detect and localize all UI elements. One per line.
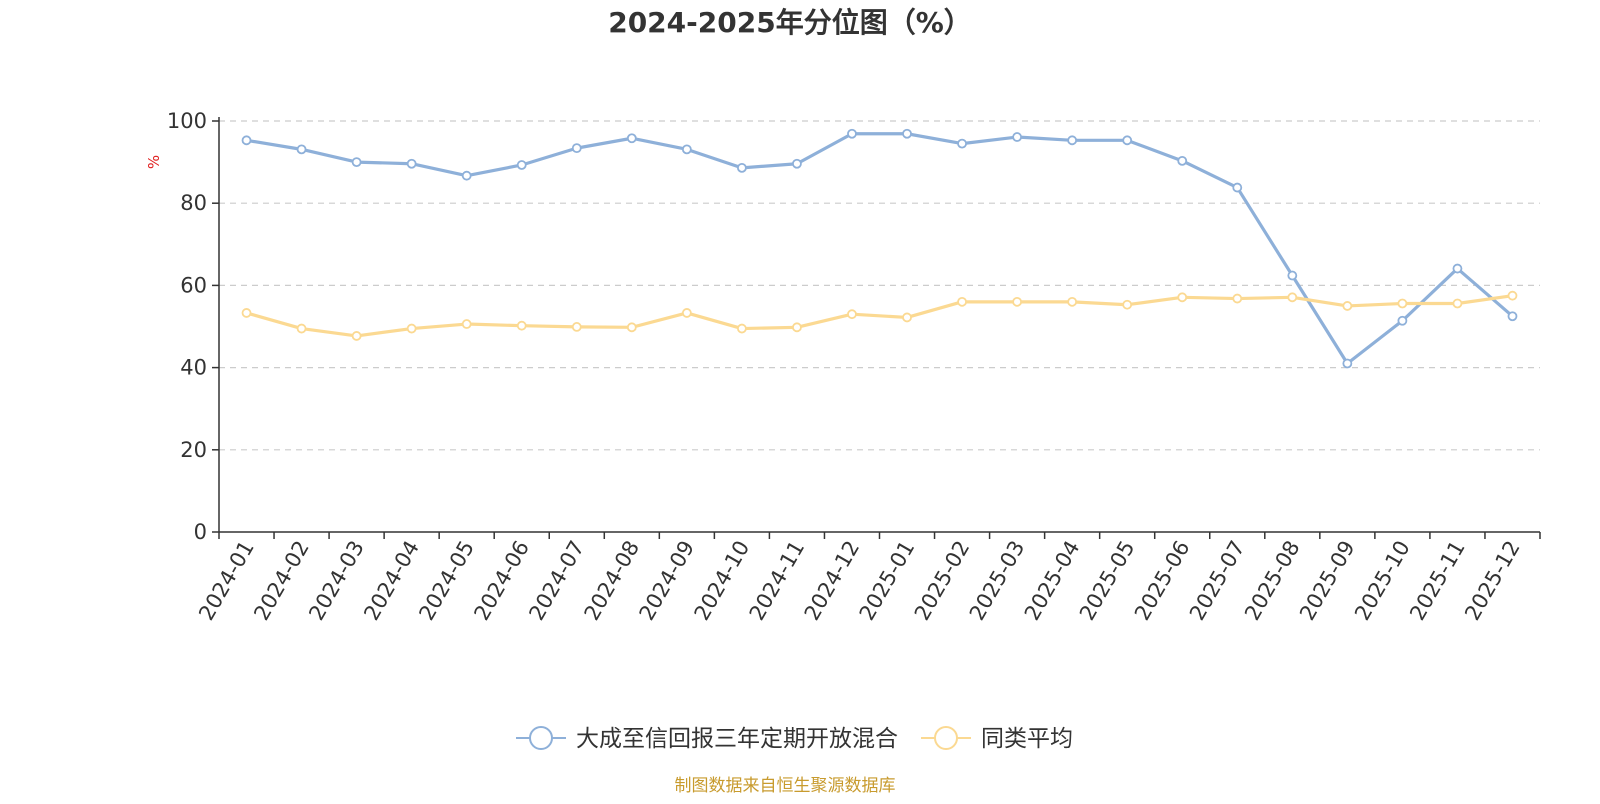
data-point[interactable] [296, 144, 307, 155]
y-tick-label: 40 [180, 356, 207, 380]
data-point[interactable] [681, 308, 692, 318]
data-point[interactable] [351, 331, 362, 341]
legend-item-1[interactable]: 大成至信回报三年定期开放混合 [516, 726, 898, 752]
data-point[interactable] [516, 160, 527, 170]
data-point[interactable] [351, 157, 362, 168]
data-point[interactable] [792, 158, 802, 169]
legend-marker-icon [529, 726, 553, 750]
series-1 [241, 128, 1518, 369]
legend-marker-icon [934, 726, 958, 750]
data-point[interactable] [1232, 293, 1243, 304]
data-point[interactable] [626, 133, 637, 144]
y-tick-label: 20 [180, 438, 207, 462]
y-tick-label: 0 [194, 520, 207, 544]
data-point[interactable] [1397, 298, 1408, 309]
data-point[interactable] [847, 309, 857, 320]
data-point[interactable] [1507, 311, 1518, 322]
data-point[interactable] [736, 162, 747, 173]
legend-label: 同类平均 [981, 726, 1073, 752]
legend-label: 大成至信回报三年定期开放混合 [576, 726, 898, 752]
data-point[interactable] [1452, 263, 1463, 274]
data-point[interactable] [902, 128, 912, 139]
data-point[interactable] [736, 323, 747, 334]
series-line [246, 132, 1514, 366]
legend: 大成至信回报三年定期开放混合 同类平均 [516, 726, 1073, 752]
data-point[interactable] [516, 320, 527, 331]
data-point[interactable] [571, 143, 582, 154]
data-point[interactable] [1287, 270, 1298, 281]
data-point[interactable] [902, 312, 912, 323]
y-tick-label: 80 [180, 191, 207, 215]
y-tick-label: 100 [167, 109, 207, 133]
grid-lines [219, 120, 1540, 451]
y-tick-label: 60 [180, 273, 207, 297]
data-point[interactable] [1342, 301, 1353, 311]
data-point[interactable] [957, 296, 967, 307]
axes: 0204060801002024-012024-022024-032024-04… [167, 109, 1541, 625]
data-point[interactable] [1012, 132, 1023, 142]
data-point[interactable] [1012, 296, 1023, 307]
data-point[interactable] [1067, 296, 1078, 307]
series-group [241, 128, 1518, 369]
data-point[interactable] [792, 322, 802, 333]
data-point[interactable] [1122, 299, 1133, 310]
data-source-note: 制图数据来自恒生聚源数据库 [675, 776, 896, 796]
series-2 [241, 290, 1518, 341]
data-point[interactable] [296, 323, 307, 334]
series-line [246, 294, 1513, 338]
data-point[interactable] [1232, 182, 1243, 193]
y-axis-label: % [145, 155, 163, 169]
legend-item-2[interactable]: 同类平均 [921, 726, 1073, 752]
data-point[interactable] [1342, 358, 1353, 369]
data-point[interactable] [461, 170, 472, 181]
data-point[interactable] [847, 128, 857, 139]
data-point[interactable] [571, 322, 582, 332]
data-point[interactable] [241, 308, 252, 318]
data-point[interactable] [1067, 135, 1078, 146]
data-point[interactable] [1507, 290, 1518, 301]
data-point[interactable] [1287, 292, 1298, 303]
chart-title: 2024-2025年分位图（%） [608, 6, 972, 39]
data-point[interactable] [681, 144, 692, 155]
data-point[interactable] [461, 319, 472, 329]
data-point[interactable] [626, 322, 637, 333]
data-point[interactable] [957, 138, 967, 149]
data-point[interactable] [241, 135, 252, 146]
data-point[interactable] [1452, 298, 1463, 309]
data-point[interactable] [406, 323, 417, 334]
data-point[interactable] [406, 158, 417, 169]
data-point[interactable] [1177, 155, 1188, 166]
data-point[interactable] [1397, 315, 1408, 326]
data-point[interactable] [1177, 292, 1188, 303]
x-tick-label: 2025-12 [1460, 537, 1525, 625]
data-point[interactable] [1122, 135, 1133, 146]
